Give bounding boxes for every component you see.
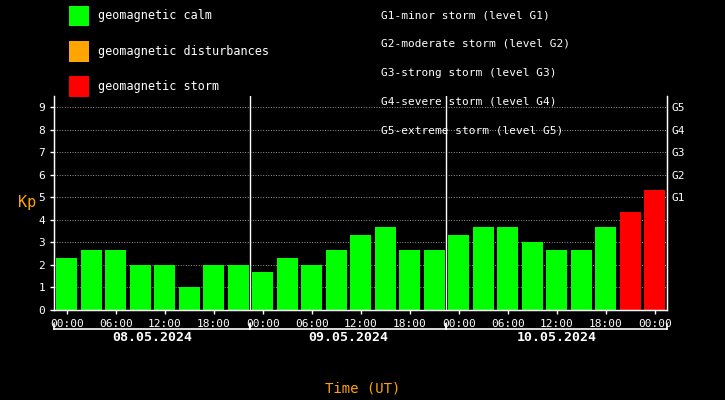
Bar: [130, 265, 151, 310]
Text: G4-severe storm (level G4): G4-severe storm (level G4): [381, 96, 556, 106]
Text: G5-extreme storm (level G5): G5-extreme storm (level G5): [381, 125, 563, 135]
Text: 08.05.2024: 08.05.2024: [112, 331, 192, 344]
Bar: [57, 258, 77, 310]
Bar: [448, 235, 469, 310]
Text: G3-strong storm (level G3): G3-strong storm (level G3): [381, 68, 556, 78]
Bar: [277, 258, 297, 310]
Text: geomagnetic calm: geomagnetic calm: [98, 10, 212, 22]
Text: G2-moderate storm (level G2): G2-moderate storm (level G2): [381, 39, 570, 49]
Bar: [154, 265, 175, 310]
Bar: [473, 227, 494, 310]
Bar: [350, 235, 371, 310]
Text: 09.05.2024: 09.05.2024: [308, 331, 389, 344]
Bar: [645, 190, 665, 310]
Bar: [547, 250, 567, 310]
Text: Time (UT): Time (UT): [325, 382, 400, 396]
Text: G1-minor storm (level G1): G1-minor storm (level G1): [381, 10, 550, 20]
Bar: [571, 250, 592, 310]
Text: geomagnetic disturbances: geomagnetic disturbances: [98, 45, 269, 58]
Bar: [620, 212, 641, 310]
Bar: [522, 242, 542, 310]
Bar: [302, 265, 322, 310]
Bar: [105, 250, 126, 310]
Bar: [203, 265, 224, 310]
Bar: [424, 250, 444, 310]
Bar: [595, 227, 616, 310]
Bar: [326, 250, 347, 310]
Bar: [228, 265, 249, 310]
Text: 10.05.2024: 10.05.2024: [517, 331, 597, 344]
Y-axis label: Kp: Kp: [18, 196, 36, 210]
Bar: [252, 272, 273, 310]
Bar: [497, 227, 518, 310]
Bar: [375, 227, 396, 310]
Bar: [399, 250, 420, 310]
Bar: [179, 288, 199, 310]
Bar: [80, 250, 102, 310]
Text: geomagnetic storm: geomagnetic storm: [98, 80, 219, 93]
